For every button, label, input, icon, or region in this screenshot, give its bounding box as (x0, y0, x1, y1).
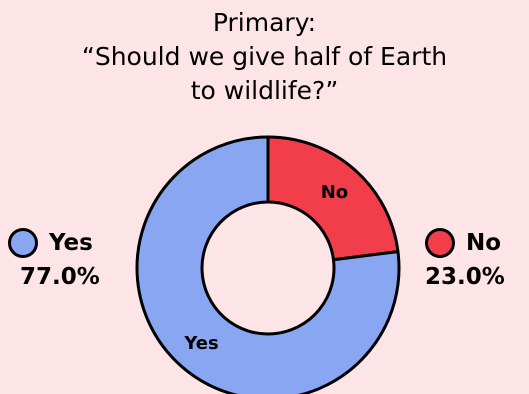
chart-title: Primary: “Should we give half of Earth t… (0, 6, 529, 108)
slice-no (266, 135, 400, 262)
legend-no-swatch (425, 228, 455, 258)
slice-yes (135, 135, 401, 394)
chart-title-line-1: Primary: (212, 8, 317, 37)
slice-label-yes: Yes (183, 333, 218, 354)
legend-no-percent: 23.0% (425, 264, 505, 290)
legend-yes-percent: 77.0% (20, 264, 100, 290)
legend-yes: Yes 77.0% (8, 228, 100, 290)
legend-no-label: No (466, 230, 502, 256)
legend-yes-label: Yes (49, 230, 93, 256)
chart-title-line-2: “Should we give half of Earth (81, 42, 448, 71)
legend-yes-swatch (8, 228, 38, 258)
legend-no: No 23.0% (425, 228, 505, 290)
chart-title-line-3: to wildlife?” (190, 76, 339, 105)
slice-label-no: No (321, 182, 348, 203)
